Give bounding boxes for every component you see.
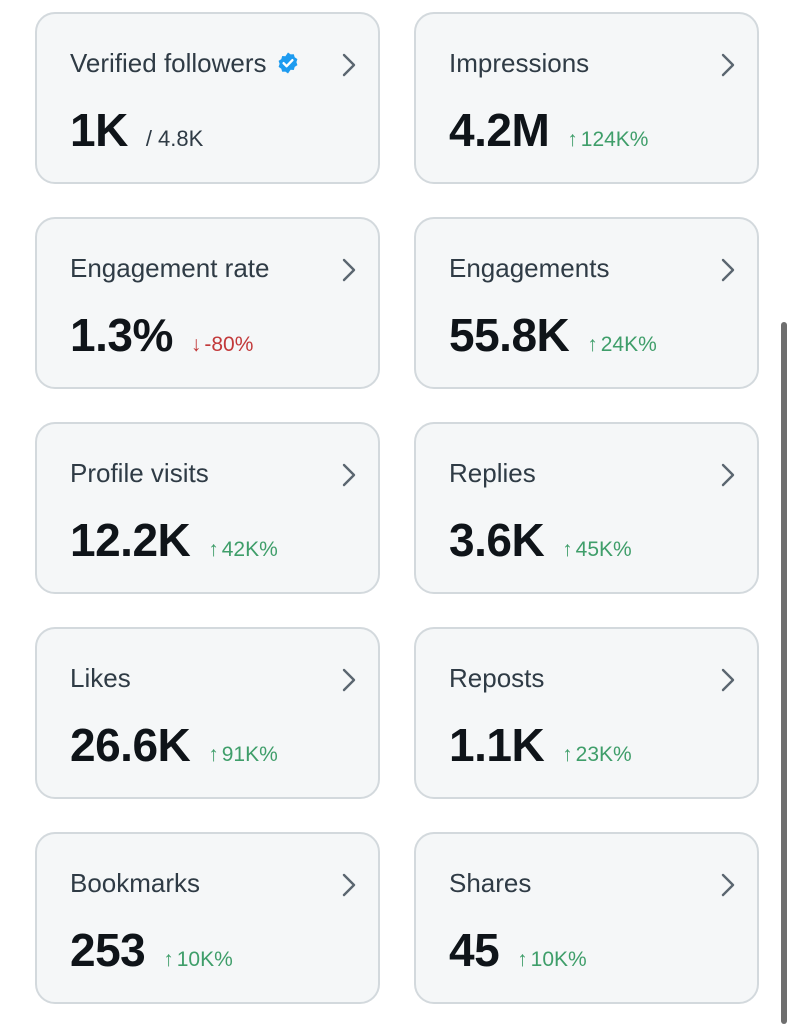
card-value-row: 26.6K ↑ 91K% [70,717,278,773]
card-label-row: Replies [449,457,536,489]
card-value-row: 3.6K ↑ 45K% [449,512,632,568]
arrow-down-icon: ↓ [190,333,202,356]
trend-indicator: ↑ 10K% [163,948,233,972]
card-label-row: Engagement rate [70,252,269,284]
arrow-up-icon: ↑ [208,743,219,766]
card-shares[interactable]: Shares 45 ↑ 10K% [414,832,759,1004]
trend-indicator: ↑ 24K% [587,333,657,357]
card-impressions[interactable]: Impressions 4.2M ↑ 124K% [414,12,759,184]
trend-value: 45K% [575,538,632,561]
trend-value: -80% [204,333,254,356]
card-label-row: Reposts [449,662,544,694]
card-value-row: 45 ↑ 10K% [449,922,587,978]
card-bookmarks[interactable]: Bookmarks 253 ↑ 10K% [35,832,380,1004]
chevron-right-icon [342,873,356,897]
card-value: 3.6K [449,514,545,566]
arrow-up-icon: ↑ [517,948,528,971]
trend-indicator: ↓ -80% [191,333,254,357]
card-value: 4.2M [449,104,550,156]
card-label: Verified followers [70,48,267,78]
card-label: Shares [449,868,532,898]
trend-value: 91K% [221,743,278,766]
card-value: 1.1K [449,719,545,771]
trend-value: 24K% [600,333,657,356]
arrow-up-icon: ↑ [562,538,573,561]
arrow-up-icon: ↑ [567,128,578,151]
trend-indicator: ↑ 23K% [562,743,632,767]
arrow-up-icon: ↑ [587,333,598,356]
card-value: 45 [449,924,500,976]
card-likes[interactable]: Likes 26.6K ↑ 91K% [35,627,380,799]
trend-value: 124K% [580,128,649,151]
trend-value: 42K% [221,538,278,561]
card-value-row: 1.3% ↓ -80% [70,307,253,363]
card-reposts[interactable]: Reposts 1.1K ↑ 23K% [414,627,759,799]
arrow-up-icon: ↑ [562,743,573,766]
card-verified-followers[interactable]: Verified followers 1K / 4.8K [35,12,380,184]
trend-indicator: ↑ 124K% [567,128,648,152]
card-value: 1.3% [70,309,173,361]
metrics-grid: Verified followers 1K / 4.8K Impressions… [35,12,759,1004]
trend-indicator: ↑ 10K% [517,948,587,972]
card-total: / 4.8K [145,126,204,151]
card-label-row: Verified followers [70,47,300,79]
card-replies[interactable]: Replies 3.6K ↑ 45K% [414,422,759,594]
card-value: 1K [70,104,128,156]
card-value-row: 1K / 4.8K [70,102,203,158]
card-profile-visits[interactable]: Profile visits 12.2K ↑ 42K% [35,422,380,594]
card-value-row: 253 ↑ 10K% [70,922,233,978]
card-label-row: Shares [449,867,531,899]
chevron-right-icon [721,668,735,692]
card-label-row: Bookmarks [70,867,200,899]
card-label: Impressions [449,48,590,78]
trend-indicator: ↑ 45K% [562,538,632,562]
card-value: 253 [70,924,146,976]
card-value: 26.6K [70,719,191,771]
chevron-right-icon [342,53,356,77]
card-label-row: Engagements [449,252,609,284]
card-label: Replies [449,458,536,488]
card-value: 12.2K [70,514,191,566]
arrow-up-icon: ↑ [208,538,219,561]
card-value: 55.8K [449,309,570,361]
card-label: Engagement rate [70,253,270,283]
card-value-row: 4.2M ↑ 124K% [449,102,648,158]
card-label-row: Likes [70,662,131,694]
trend-indicator: ↑ 42K% [208,538,278,562]
card-engagement-rate[interactable]: Engagement rate 1.3% ↓ -80% [35,217,380,389]
chevron-right-icon [721,53,735,77]
card-label: Likes [70,663,131,693]
chevron-right-icon [721,873,735,897]
card-engagements[interactable]: Engagements 55.8K ↑ 24K% [414,217,759,389]
card-label: Reposts [449,663,545,693]
card-label: Profile visits [70,458,209,488]
chevron-right-icon [721,258,735,282]
trend-value: 23K% [575,743,632,766]
card-label: Engagements [449,253,610,283]
trend-value: 10K% [176,948,233,971]
scrollbar-thumb[interactable] [781,322,787,1024]
chevron-right-icon [721,463,735,487]
card-value-row: 55.8K ↑ 24K% [449,307,657,363]
card-label-row: Profile visits [70,457,209,489]
chevron-right-icon [342,258,356,282]
card-value-row: 1.1K ↑ 23K% [449,717,632,773]
arrow-up-icon: ↑ [163,948,174,971]
trend-value: 10K% [530,948,587,971]
chevron-right-icon [342,668,356,692]
chevron-right-icon [342,463,356,487]
card-label-row: Impressions [449,47,589,79]
card-value-row: 12.2K ↑ 42K% [70,512,278,568]
card-label: Bookmarks [70,868,201,898]
verified-badge-icon [278,52,297,74]
trend-indicator: ↑ 91K% [208,743,278,767]
